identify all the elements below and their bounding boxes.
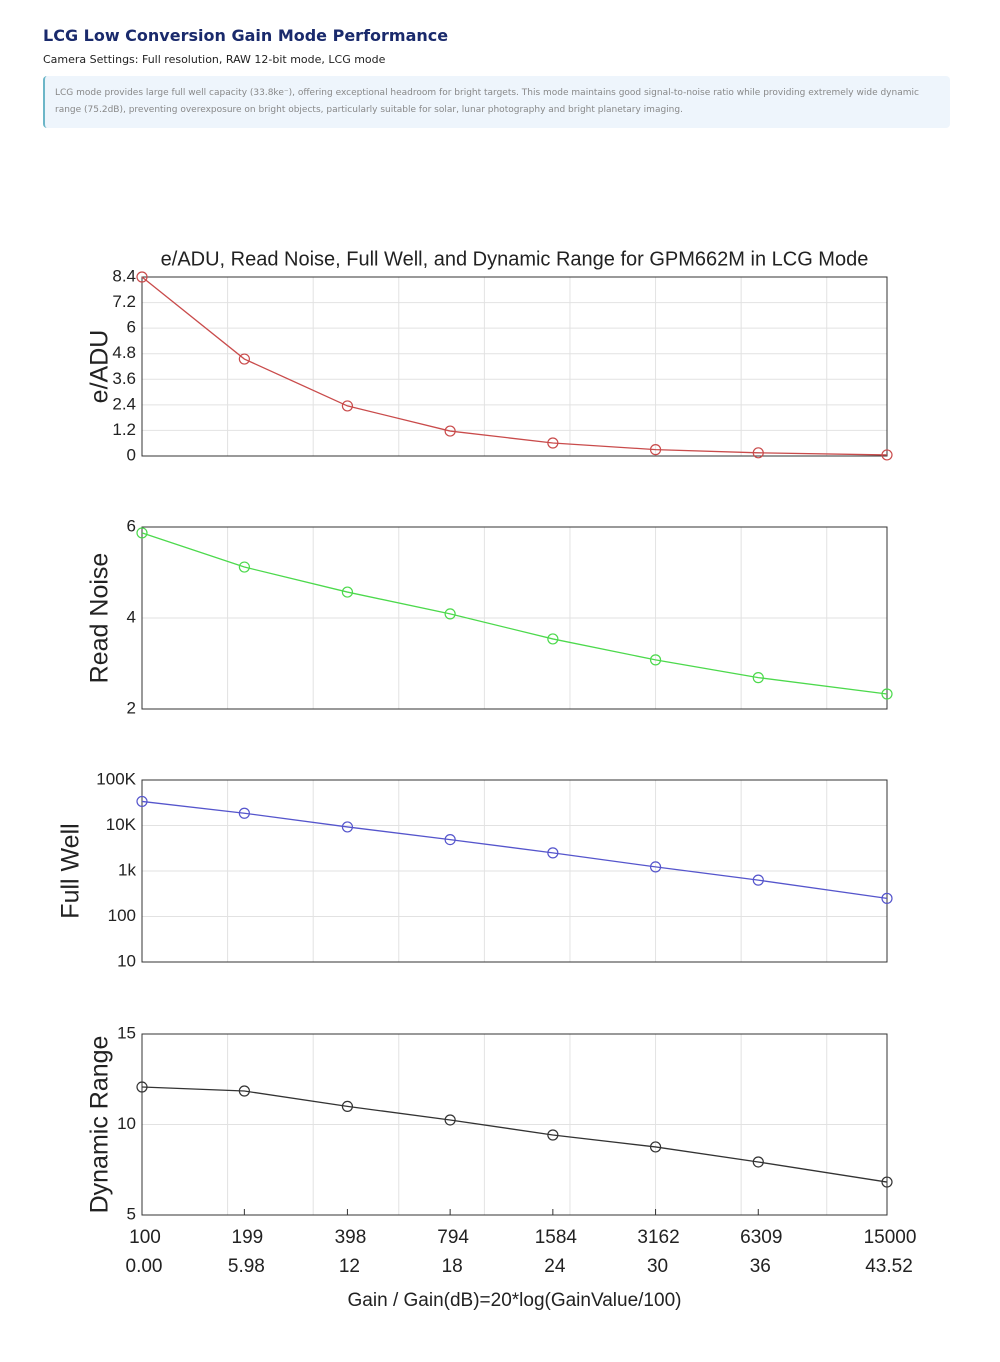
series-line: [141, 532, 888, 695]
point: [238, 353, 250, 365]
point: [752, 874, 764, 886]
x-tick-label: 12: [339, 1256, 360, 1277]
plot-frame: [141, 276, 888, 457]
point: [649, 861, 662, 873]
page-title: LCG Low Conversion Gain Mode Performance: [43, 26, 449, 45]
point: [341, 400, 354, 412]
point: [649, 654, 662, 666]
point: [649, 444, 662, 456]
y-tick-label: 2: [127, 698, 136, 717]
y-axis-label: Dynamic Range: [86, 1036, 114, 1214]
point: [752, 447, 764, 459]
point: [444, 425, 456, 437]
x-tick-label: 24: [544, 1256, 566, 1277]
point: [881, 1176, 893, 1188]
point: [444, 1114, 456, 1126]
series-line: [141, 800, 888, 900]
y-tick-label: 3.6: [112, 369, 136, 388]
x-axis-label: Gain / Gain(dB)=20*log(GainValue/100): [348, 1290, 682, 1311]
x-tick-label: 36: [750, 1256, 771, 1277]
x-gain-label: 15000: [864, 1227, 917, 1248]
point: [752, 1156, 764, 1168]
point: [547, 1129, 559, 1141]
y-tick-label: 5: [127, 1204, 136, 1223]
y-axis-label: Full Well: [57, 823, 85, 918]
plot-frame: [141, 1033, 888, 1216]
series-line: [141, 1086, 888, 1183]
x-gain-label: 3162: [637, 1227, 679, 1248]
y-tick-label: 15: [117, 1023, 136, 1042]
point: [341, 1100, 354, 1113]
y-tick-label: 7.2: [112, 292, 136, 311]
y-tick-label: 4: [127, 607, 136, 626]
point: [444, 833, 456, 846]
point: [341, 821, 354, 833]
y-tick-label: 10: [117, 1114, 136, 1133]
y-tick-label: 8.4: [112, 266, 136, 285]
y-axis-label: e/ADU: [86, 330, 114, 404]
note: LCG mode provides large full well capaci…: [43, 76, 950, 128]
x-tick-label: 30: [647, 1256, 668, 1277]
point: [752, 672, 764, 684]
series-line: [141, 276, 888, 456]
y-tick-label: 2.4: [112, 394, 136, 413]
x-gain-label: 6309: [740, 1227, 782, 1248]
y-tick-label: 0: [127, 445, 136, 464]
y-axis-label: Read Noise: [86, 553, 114, 684]
x-tick-label: 0.00: [126, 1256, 163, 1277]
y-tick-label: 10: [117, 951, 136, 970]
point: [238, 807, 250, 819]
y-tick-label: 100: [108, 906, 136, 925]
plot-frame: [141, 526, 888, 710]
point: [881, 449, 893, 461]
y-tick-label: 1.2: [112, 420, 136, 439]
point: [649, 1141, 662, 1153]
x-tick-label: 18: [442, 1256, 463, 1277]
header: LCG Low Conversion Gain Mode Performance…: [43, 26, 950, 128]
x-tick-label: 5.98: [228, 1256, 265, 1277]
point: [341, 586, 354, 598]
y-tick-label: 100K: [96, 769, 136, 788]
y-tick-label: 6: [127, 318, 136, 337]
chart-title: e/ADU, Read Noise, Full Well, and Dynami…: [161, 248, 869, 270]
plot-frame: [141, 779, 888, 963]
y-tick-label: 1k: [118, 860, 136, 879]
x-gain-label: 794: [437, 1227, 469, 1248]
point: [136, 795, 148, 808]
x-gain-label: 398: [335, 1227, 367, 1248]
point: [238, 561, 250, 573]
point: [238, 1085, 250, 1097]
point: [547, 633, 559, 645]
point: [547, 847, 559, 859]
point: [881, 892, 893, 904]
x-gain-label: 199: [232, 1227, 264, 1248]
point: [547, 437, 559, 449]
point: [136, 527, 148, 539]
x-gain-label: 1584: [535, 1227, 578, 1248]
x-tick-label: 43.52: [865, 1256, 913, 1277]
y-tick-label: 10K: [106, 815, 137, 834]
y-tick-label: 4.8: [112, 343, 136, 362]
point: [881, 688, 893, 700]
point: [444, 608, 456, 620]
point: [136, 271, 148, 283]
y-tick-label: 6: [127, 516, 136, 535]
x-gain-label: 100: [129, 1227, 161, 1248]
point: [136, 1081, 148, 1093]
subtitle: Camera Settings: Full resolution, RAW 12…: [43, 53, 386, 66]
